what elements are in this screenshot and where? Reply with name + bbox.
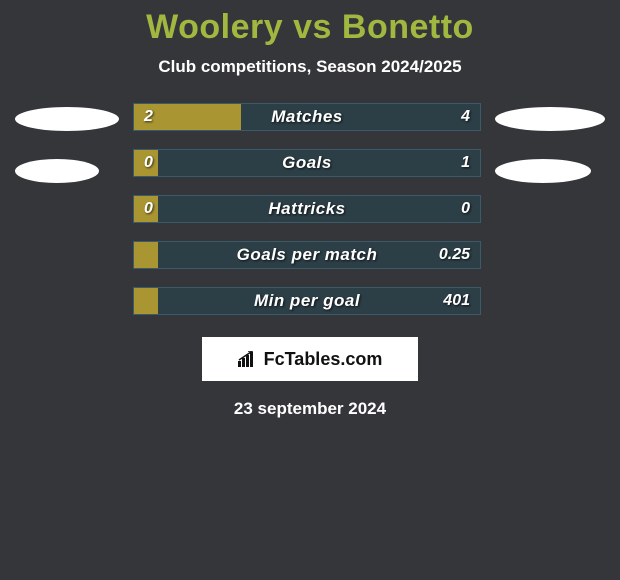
stats-comparison-widget: Woolery vs Bonetto Club competitions, Se… (0, 0, 620, 419)
left-player-badges (15, 103, 119, 183)
stat-bar: 0Hattricks0 (133, 195, 481, 223)
stat-label: Min per goal (134, 288, 480, 314)
stat-right-value: 401 (443, 288, 470, 314)
stat-right-value: 0.25 (439, 242, 470, 268)
stat-label: Hattricks (134, 196, 480, 222)
page-title: Woolery vs Bonetto (0, 8, 620, 47)
update-date: 23 september 2024 (0, 399, 620, 419)
stat-label: Matches (134, 104, 480, 130)
stat-label: Goals per match (134, 242, 480, 268)
brand-logo[interactable]: FcTables.com (202, 337, 418, 381)
player-badge-right (495, 159, 591, 183)
comparison-bars: 2Matches40Goals10Hattricks0Goals per mat… (133, 103, 481, 315)
stat-bar: Goals per match0.25 (133, 241, 481, 269)
stat-bar: 2Matches4 (133, 103, 481, 131)
stat-right-value: 1 (461, 150, 470, 176)
stats-area: 2Matches40Goals10Hattricks0Goals per mat… (0, 103, 620, 315)
right-player-badges (495, 103, 605, 183)
subtitle: Club competitions, Season 2024/2025 (0, 57, 620, 77)
stat-right-value: 0 (461, 196, 470, 222)
brand-name: FcTables.com (264, 349, 383, 370)
stat-label: Goals (134, 150, 480, 176)
stat-bar: 0Goals1 (133, 149, 481, 177)
chart-icon (238, 351, 258, 367)
player-badge-left (15, 107, 119, 131)
player-badge-right (495, 107, 605, 131)
player-badge-left (15, 159, 99, 183)
stat-right-value: 4 (461, 104, 470, 130)
stat-bar: Min per goal401 (133, 287, 481, 315)
